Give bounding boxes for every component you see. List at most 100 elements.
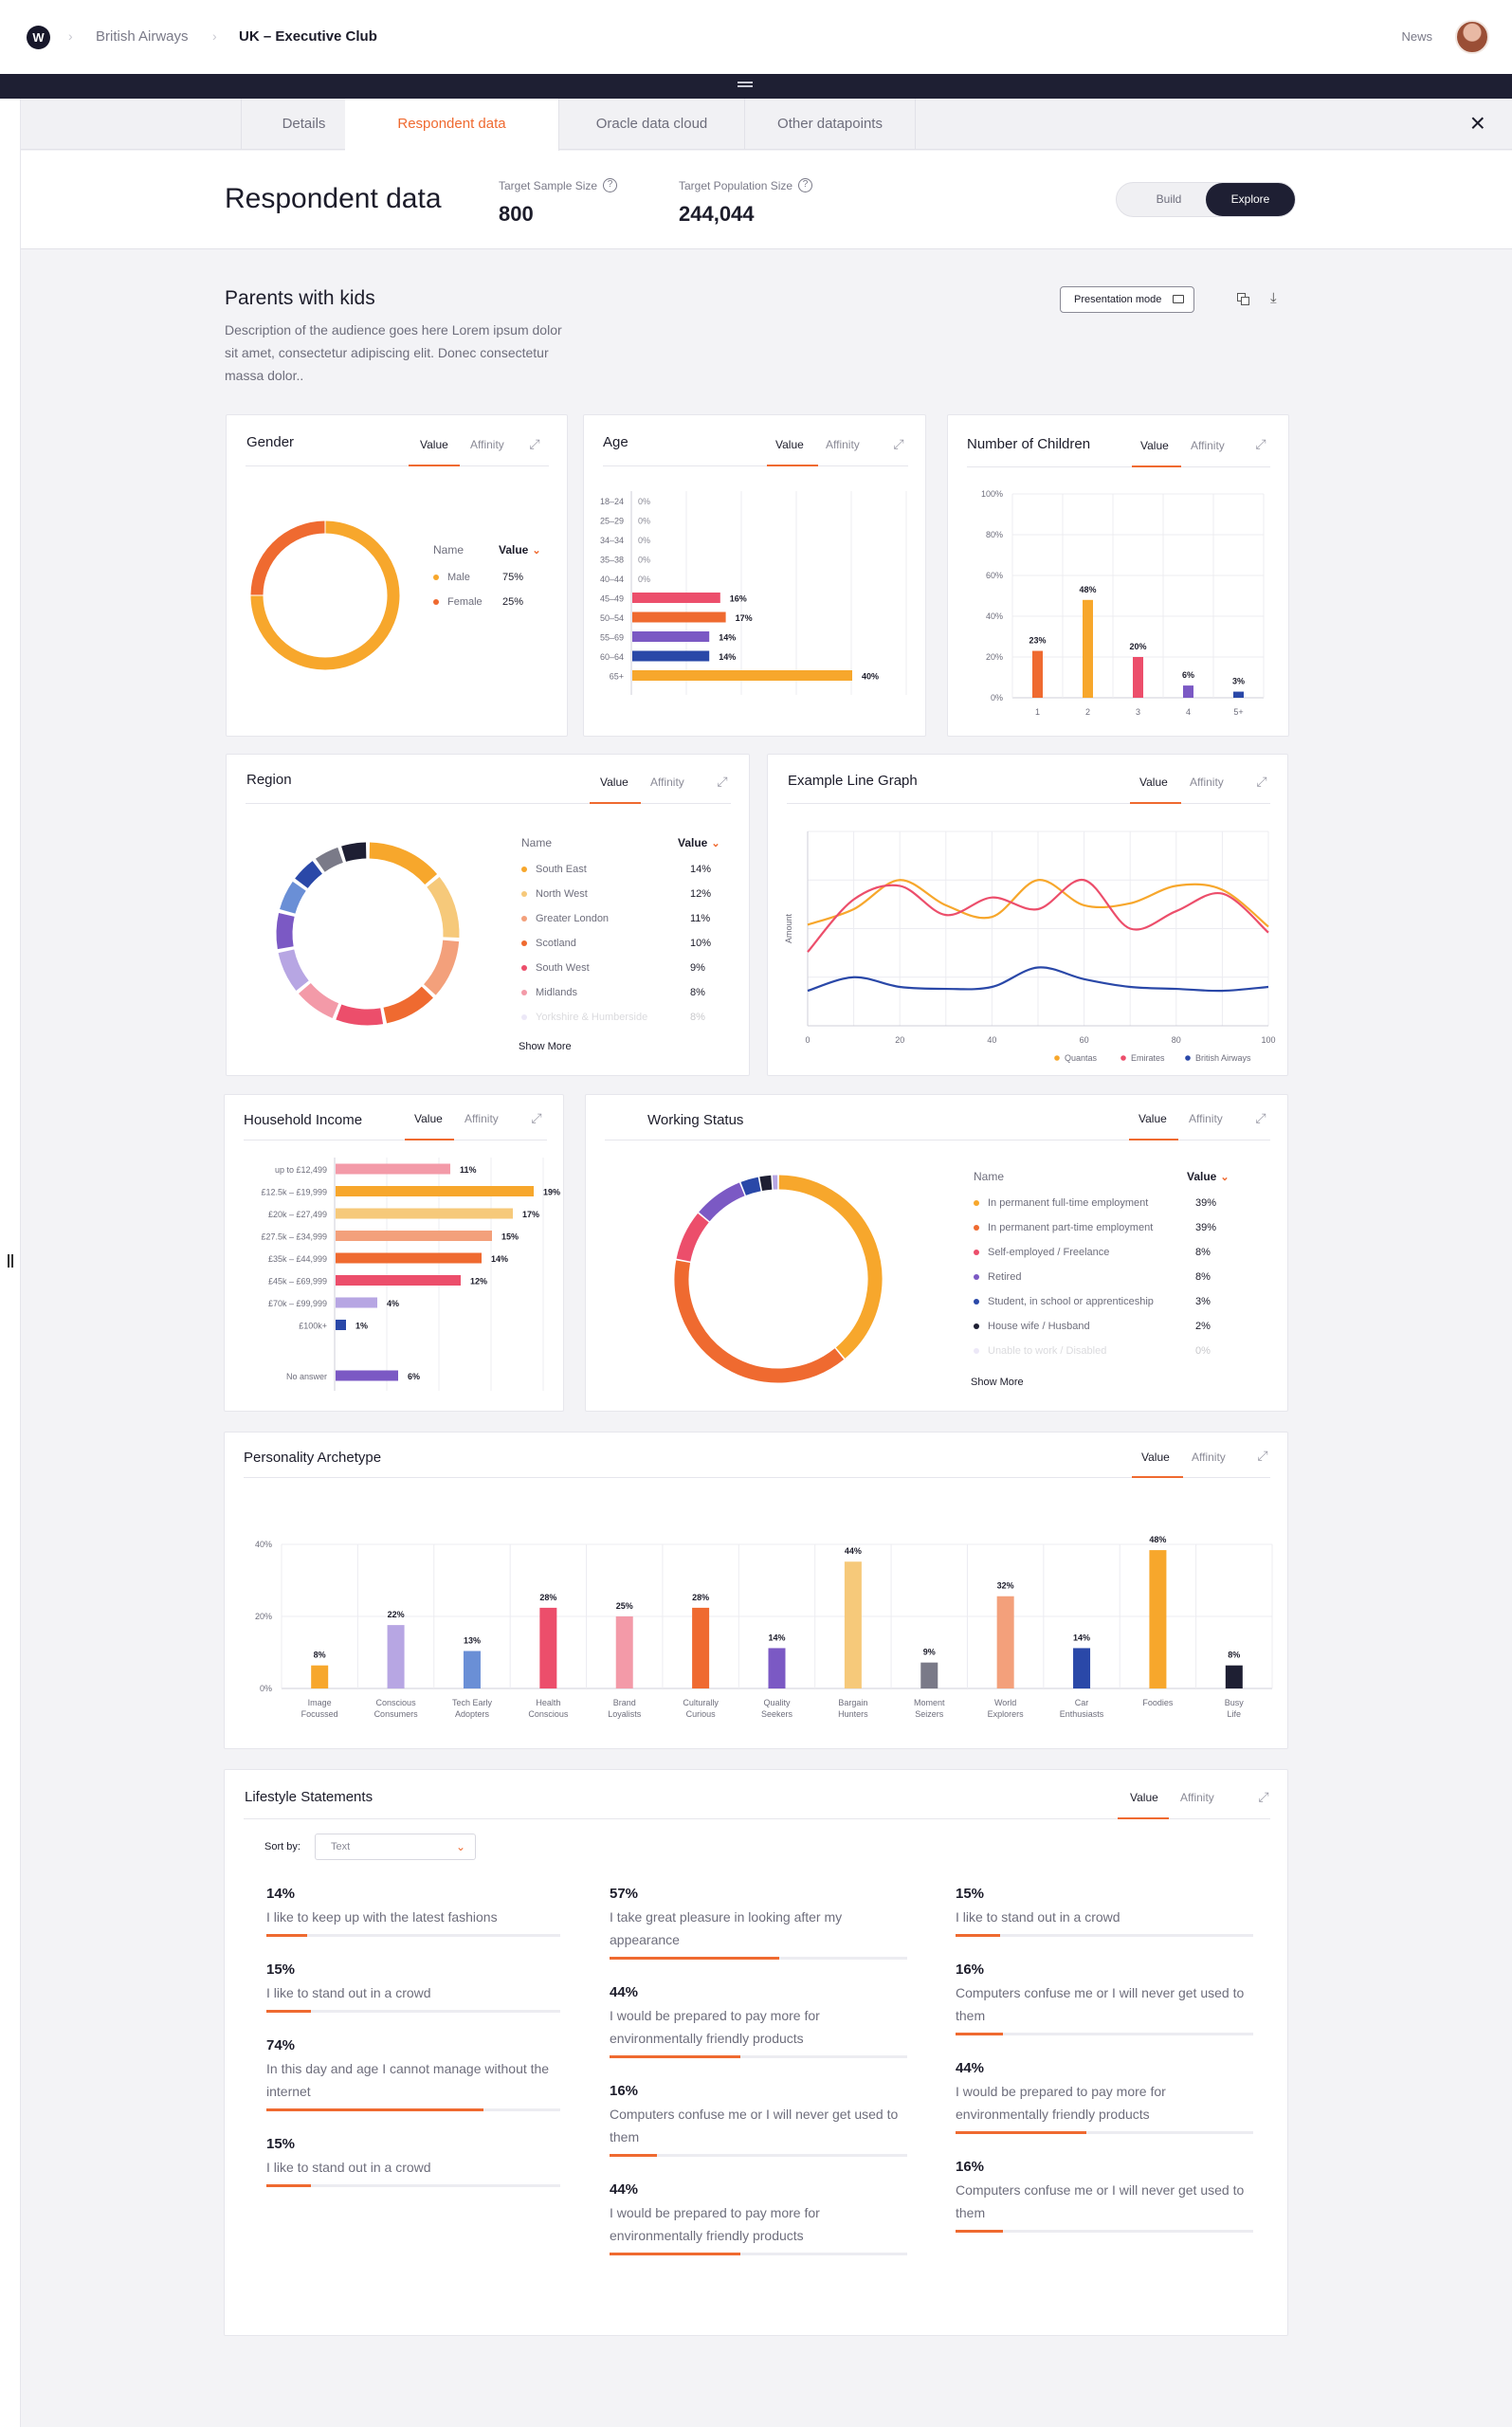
donut-slice-east[interactable]	[276, 912, 295, 950]
bar[interactable]	[336, 1297, 377, 1308]
donut-slice-house-wife-husband[interactable]	[759, 1175, 773, 1192]
bar[interactable]	[632, 670, 852, 681]
bar[interactable]	[336, 1163, 450, 1175]
bar[interactable]	[1149, 1550, 1167, 1688]
presentation-mode-button[interactable]: Presentation mode	[1060, 286, 1194, 313]
series-line-british-airways[interactable]	[807, 966, 1269, 993]
bar[interactable]	[336, 1320, 346, 1330]
bar[interactable]	[1083, 599, 1093, 698]
bar[interactable]	[387, 1625, 405, 1688]
explore-button[interactable]: Explore	[1206, 183, 1295, 216]
bar[interactable]	[844, 1561, 862, 1688]
value-tab[interactable]: Value	[600, 776, 628, 789]
help-icon[interactable]: ?	[603, 178, 618, 193]
bar[interactable]	[1133, 657, 1143, 698]
bar[interactable]	[1233, 691, 1244, 698]
value-header[interactable]: Value ⌄	[1187, 1170, 1230, 1183]
expand-icon[interactable]: ⤢	[1258, 1789, 1269, 1804]
donut-slice-greater-london[interactable]	[423, 940, 460, 995]
donut-slice-self-employed-freelance[interactable]	[676, 1213, 709, 1262]
affinity-tab[interactable]: Affinity	[650, 776, 684, 789]
donut-slice-north-west[interactable]	[427, 877, 460, 939]
expand-icon[interactable]: ⤢	[1255, 1110, 1266, 1125]
download-icon[interactable]: ⤓	[1270, 290, 1277, 306]
bar[interactable]	[1183, 685, 1193, 698]
drag-handle-icon[interactable]	[738, 82, 753, 90]
bar[interactable]	[920, 1662, 938, 1688]
affinity-tab[interactable]: Affinity	[470, 438, 504, 451]
value-tab[interactable]: Value	[414, 1112, 443, 1125]
expand-icon[interactable]: ⤢	[717, 774, 728, 789]
expand-icon[interactable]: ⤢	[1255, 436, 1266, 451]
bar[interactable]	[336, 1275, 461, 1286]
affinity-tab[interactable]: Affinity	[1180, 1791, 1214, 1804]
value-tab[interactable]: Value	[775, 438, 804, 451]
bar[interactable]	[632, 650, 710, 662]
bar[interactable]	[996, 1596, 1014, 1688]
donut-slice-male[interactable]	[250, 520, 400, 670]
value-tab[interactable]: Value	[420, 438, 448, 451]
donut-slice-north-east[interactable]	[295, 861, 323, 889]
donut-slice-in-permanent-full-time-employment[interactable]	[778, 1175, 883, 1359]
news-link[interactable]: News	[1401, 29, 1432, 44]
donut-slice-south-east[interactable]	[369, 842, 438, 885]
donut-slice-wales[interactable]	[280, 881, 306, 914]
affinity-tab[interactable]: Affinity	[826, 438, 860, 451]
bar[interactable]	[311, 1665, 329, 1688]
value-tab[interactable]: Value	[1139, 1112, 1167, 1125]
bar[interactable]	[1073, 1648, 1091, 1688]
rail-grip-icon[interactable]	[8, 1254, 13, 1268]
donut-slice-northern-ireland[interactable]	[315, 847, 344, 872]
breadcrumb-item-british-airways[interactable]: British Airways	[96, 28, 189, 45]
collapse-bar[interactable]	[0, 74, 1512, 99]
bar[interactable]	[539, 1607, 557, 1688]
user-avatar[interactable]	[1455, 20, 1489, 54]
bar[interactable]	[692, 1607, 710, 1688]
bar[interactable]	[768, 1648, 786, 1688]
build-button[interactable]: Build	[1156, 192, 1182, 206]
donut-slice-south-west[interactable]	[336, 1004, 384, 1026]
close-icon[interactable]: ×	[1469, 108, 1485, 137]
affinity-tab[interactable]: Affinity	[465, 1112, 499, 1125]
expand-icon[interactable]: ⤢	[1257, 1448, 1268, 1463]
expand-icon[interactable]: ⤢	[531, 1110, 542, 1125]
tab-respondent-data[interactable]: Respondent data	[345, 99, 559, 151]
tab-oracle-data-cloud[interactable]: Oracle data cloud	[559, 99, 745, 150]
donut-slice-scotland[interactable]	[383, 986, 433, 1024]
help-icon[interactable]: ?	[798, 178, 813, 193]
bar[interactable]	[463, 1651, 481, 1688]
affinity-tab[interactable]: Affinity	[1190, 776, 1224, 789]
donut-slice-retired[interactable]	[699, 1182, 745, 1222]
bar[interactable]	[336, 1252, 482, 1264]
bar[interactable]	[1225, 1665, 1243, 1688]
value-header[interactable]: Value ⌄	[499, 543, 541, 557]
affinity-tab[interactable]: Affinity	[1191, 439, 1225, 452]
bar[interactable]	[336, 1186, 534, 1196]
donut-slice-midlands[interactable]	[298, 982, 339, 1018]
series-line-emirates[interactable]	[807, 879, 1269, 953]
show-more-link[interactable]: Show More	[971, 1377, 1024, 1388]
bar[interactable]	[632, 631, 710, 642]
expand-icon[interactable]: ⤢	[893, 436, 904, 451]
tab-other-datapoints[interactable]: Other datapoints	[745, 99, 916, 150]
donut-slice-female[interactable]	[250, 520, 325, 595]
bar[interactable]	[336, 1370, 398, 1381]
sort-by-select[interactable]: Text ⌄	[315, 1834, 476, 1860]
affinity-tab[interactable]: Affinity	[1189, 1112, 1223, 1125]
bar[interactable]	[336, 1208, 513, 1219]
app-logo[interactable]: W	[27, 26, 50, 49]
donut-slice-other[interactable]	[341, 842, 367, 862]
value-header[interactable]: Value ⌄	[678, 836, 720, 849]
expand-icon[interactable]: ⤢	[1256, 774, 1267, 789]
bar[interactable]	[1032, 650, 1043, 698]
bar[interactable]	[632, 593, 720, 603]
show-more-link[interactable]: Show More	[519, 1041, 572, 1052]
bar[interactable]	[632, 611, 726, 623]
donut-slice-in-permanent-part-time-employment[interactable]	[674, 1260, 845, 1383]
bar[interactable]	[615, 1616, 633, 1688]
value-tab[interactable]: Value	[1139, 776, 1168, 789]
bar[interactable]	[336, 1231, 492, 1241]
donut-slice-student-in-school-or-apprenticeship[interactable]	[740, 1177, 761, 1195]
breadcrumb-item-executive-club[interactable]: UK – Executive Club	[239, 28, 377, 45]
value-tab[interactable]: Value	[1130, 1791, 1158, 1804]
